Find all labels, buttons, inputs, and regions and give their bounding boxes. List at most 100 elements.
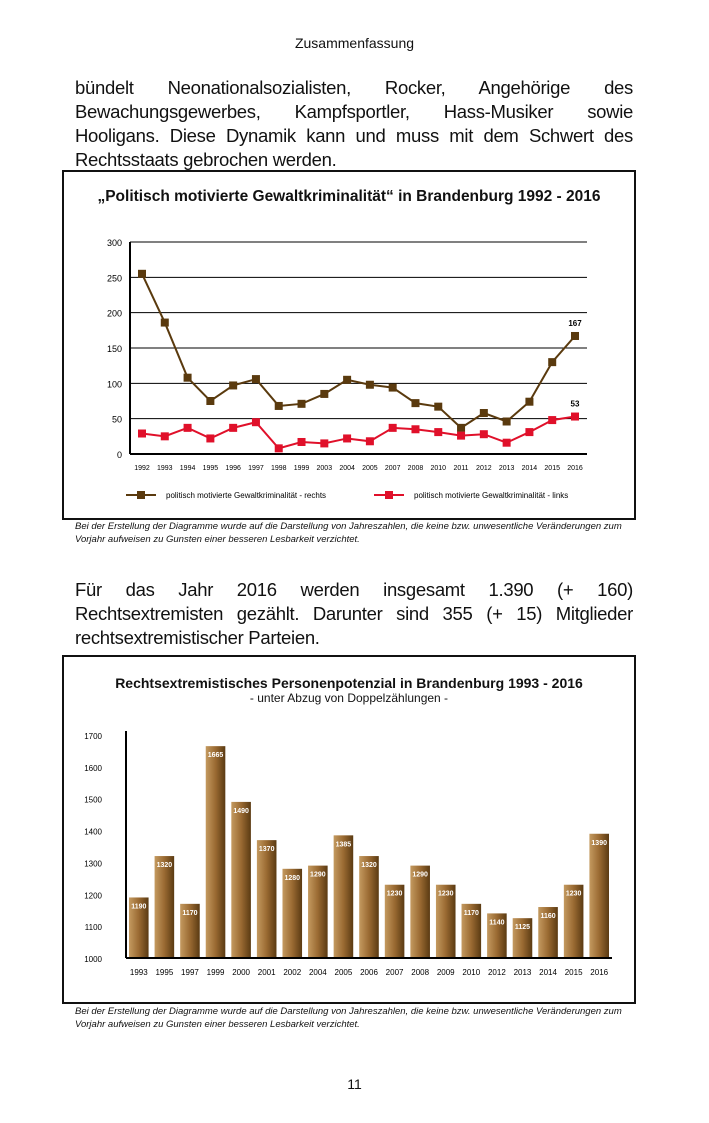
x-tick-label: 1996 xyxy=(225,465,241,472)
running-header: Zusammenfassung xyxy=(294,35,415,51)
data-point xyxy=(548,358,557,367)
bar-value-label: 1280 xyxy=(284,875,300,882)
bar-value-label: 1490 xyxy=(233,808,249,815)
x-tick-label: 2007 xyxy=(385,465,401,472)
bar-chart-box: Rechtsextremistisches Personenpotenzial … xyxy=(62,655,636,1004)
x-tick-label: 2015 xyxy=(544,465,560,472)
y-tick-label: 1200 xyxy=(84,891,102,900)
y-tick-label: 200 xyxy=(107,309,122,319)
x-tick-label: 1998 xyxy=(271,465,287,472)
data-point xyxy=(160,318,169,327)
bar-value-label: 1170 xyxy=(464,910,479,917)
y-tick-label: 1100 xyxy=(85,923,103,932)
bar-value-label: 1385 xyxy=(336,841,352,848)
y-tick-label: 100 xyxy=(107,379,122,389)
bar xyxy=(282,868,303,958)
bar-value-label: 1320 xyxy=(157,862,173,869)
y-tick-label: 1700 xyxy=(84,732,102,741)
bar-value-label: 1370 xyxy=(259,846,275,853)
x-tick-label: 2001 xyxy=(258,968,276,977)
y-tick-label: 1600 xyxy=(84,764,102,773)
x-tick-label: 2014 xyxy=(522,465,538,472)
y-tick-label: 1000 xyxy=(84,955,102,964)
data-point xyxy=(297,399,306,408)
data-point xyxy=(343,375,352,384)
data-point xyxy=(388,423,397,432)
data-point xyxy=(571,331,579,340)
x-tick-label: 1997 xyxy=(181,968,199,977)
data-point xyxy=(297,437,306,446)
x-tick-label: 2015 xyxy=(565,968,583,977)
data-point xyxy=(457,431,466,440)
bar xyxy=(308,865,328,958)
bar-chart: 1000 1100 1200 1300 1400 1500 1600 1700 1190 1993… xyxy=(84,731,612,977)
data-point xyxy=(479,409,488,418)
x-tick-label: 2007 xyxy=(386,968,404,977)
paragraph: bündelt Neonationalsozialisten, Rocker, … xyxy=(75,77,633,170)
bar-value-label: 1320 xyxy=(361,862,377,869)
x-tick-label: 1992 xyxy=(134,465,150,472)
data-point xyxy=(274,401,283,410)
bar xyxy=(589,833,609,958)
bar xyxy=(512,918,533,958)
x-tick-label: 2004 xyxy=(309,968,327,977)
chart-title: Rechtsextremistisches Personenpotenzial … xyxy=(115,675,583,691)
data-point xyxy=(525,428,534,437)
data-point xyxy=(229,381,238,390)
data-point xyxy=(160,432,169,441)
bar-value-label: 1125 xyxy=(515,924,530,931)
bar xyxy=(487,913,507,958)
data-point xyxy=(365,437,374,446)
x-tick-label: 2009 xyxy=(437,968,455,977)
y-tick-label: 300 xyxy=(107,238,122,248)
data-point xyxy=(206,397,215,405)
bar xyxy=(538,907,558,958)
data-point xyxy=(548,416,557,425)
data-point xyxy=(502,417,511,426)
data-point xyxy=(206,434,215,443)
data-point xyxy=(479,430,488,439)
x-tick-label: 2014 xyxy=(539,968,557,977)
bar-value-label: 1230 xyxy=(438,891,454,898)
x-tick-label: 2013 xyxy=(514,968,532,977)
bar-value-label: 1390 xyxy=(591,840,607,847)
data-point xyxy=(183,423,192,432)
y-tick-label: 250 xyxy=(107,273,122,283)
bar-value-label: 1190 xyxy=(131,903,146,910)
data-point xyxy=(138,269,146,278)
x-tick-label: 2013 xyxy=(499,465,515,472)
data-point xyxy=(343,434,352,443)
paragraph: Für das Jahr 2016 werden insgesamt 1.390… xyxy=(75,579,633,648)
legend-label: politisch motivierte Gewaltkriminalität … xyxy=(414,491,568,500)
bar xyxy=(256,840,277,958)
legend-label: politisch motivierte Gewaltkriminalität … xyxy=(166,491,326,500)
data-point xyxy=(411,425,420,434)
bar-value-label: 1290 xyxy=(412,872,428,879)
x-tick-label: 2012 xyxy=(476,465,492,472)
data-point xyxy=(434,428,443,437)
x-tick-label: 1994 xyxy=(180,465,196,472)
bar xyxy=(333,835,354,958)
data-point xyxy=(320,439,329,448)
x-tick-label: 2008 xyxy=(408,465,424,472)
chart-title: „Politisch motivierte Gewaltkriminalität… xyxy=(97,188,601,205)
bar xyxy=(205,746,226,958)
bar xyxy=(435,884,456,958)
x-tick-label: 2011 xyxy=(454,465,469,472)
data-point xyxy=(434,402,443,411)
bar-value-label: 1665 xyxy=(208,752,224,759)
x-tick-label: 1999 xyxy=(207,968,225,977)
x-tick-label: 2003 xyxy=(317,465,333,472)
bar xyxy=(359,856,379,958)
caption: Bei der Erstellung der Diagramme wurde a… xyxy=(75,1006,622,1030)
data-point xyxy=(320,389,329,398)
data-label: 167 xyxy=(568,319,582,328)
x-tick-label: 2008 xyxy=(411,968,429,977)
bar xyxy=(384,884,405,958)
y-tick-label: 1300 xyxy=(84,859,102,868)
bar xyxy=(231,801,251,958)
data-point xyxy=(457,423,466,432)
bar-value-label: 1170 xyxy=(182,910,197,917)
x-tick-label: 1995 xyxy=(203,465,219,472)
x-tick-label: 2005 xyxy=(335,968,353,977)
